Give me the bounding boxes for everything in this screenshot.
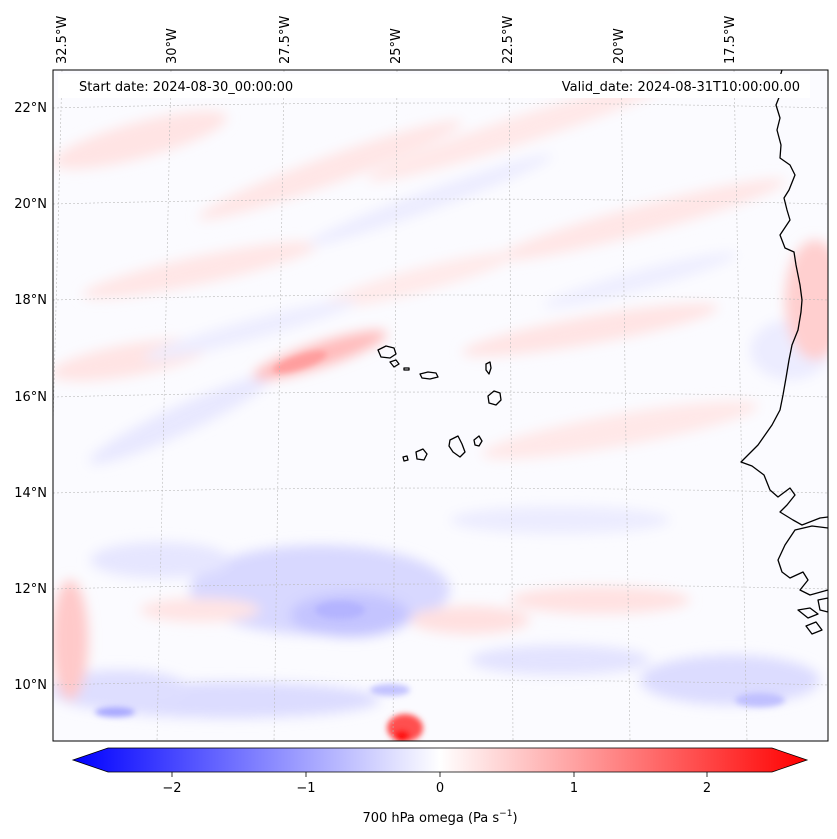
- lon-tick-label: 22.5°W: [501, 16, 516, 64]
- lat-tick-label: 14°N: [14, 486, 47, 501]
- island-sal: [485, 361, 492, 375]
- lon-tick-label: 25°W: [389, 28, 404, 64]
- omega-field: [53, 78, 828, 718]
- africa-coastline: [740, 70, 828, 526]
- coastlines: [377, 70, 828, 635]
- info-box: [58, 74, 810, 98]
- lon-tick-label: 20°W: [612, 28, 627, 64]
- colorbar-tick-label: −2: [162, 781, 181, 796]
- map-panel: Start date: 2024-08-30_00:00:00 Valid_da…: [53, 70, 828, 741]
- lon-tick-labels: 32.5°W 30°W 27.5°W 25°W 22.5°W 20°W 17.5…: [55, 16, 738, 64]
- island-sao-vicente: [389, 359, 400, 368]
- lon-tick-label: 27.5°W: [278, 16, 293, 64]
- start-date-label: Start date: 2024-08-30_00:00:00: [79, 80, 293, 95]
- colorbar-tick-label: 1: [570, 781, 578, 796]
- island-santo-antao: [377, 345, 397, 359]
- lat-tick-label: 20°N: [14, 197, 47, 212]
- lat-tick-label: 12°N: [14, 582, 47, 597]
- colorbar-tick-label: 0: [436, 781, 444, 796]
- colorbar-tick-label: −1: [296, 781, 315, 796]
- lat-tick-label: 22°N: [14, 101, 47, 116]
- lon-tick-label: 17.5°W: [723, 16, 738, 64]
- island-sao-nicolau: [419, 371, 439, 380]
- lat-tick-label: 10°N: [14, 678, 47, 693]
- colorbar-ticks: [171, 772, 708, 777]
- island-maio: [473, 435, 483, 447]
- lat-tick-labels: 22°N 20°N 18°N 16°N 14°N 12°N 10°N: [14, 101, 47, 693]
- coast-gambia-south: [777, 525, 828, 596]
- lon-tick-label: 32.5°W: [55, 16, 70, 64]
- map-frame: [52, 69, 829, 742]
- lon-tick-label: 30°W: [165, 28, 180, 64]
- island-brava: [402, 455, 409, 462]
- colorbar: −2 −1 0 1 2 700 hPa omega (Pa s−1): [71, 747, 809, 826]
- colorbar-tick-label: 2: [703, 781, 711, 796]
- island-fogo: [415, 448, 428, 461]
- lat-tick-label: 16°N: [14, 390, 47, 405]
- omega-field-strong: [95, 351, 785, 741]
- graticule: [53, 70, 828, 741]
- colorbar-label: 700 hPa omega (Pa s−1): [362, 809, 517, 826]
- lat-tick-label: 18°N: [14, 293, 47, 308]
- island-santa-luzia: [403, 367, 410, 371]
- island-boa-vista: [487, 390, 502, 406]
- island-santiago: [448, 435, 466, 458]
- coast-bijagos: [797, 597, 828, 635]
- valid-date-label: Valid_date: 2024-08-31T10:00:00.00: [562, 80, 800, 95]
- colorbar-body: [71, 747, 809, 773]
